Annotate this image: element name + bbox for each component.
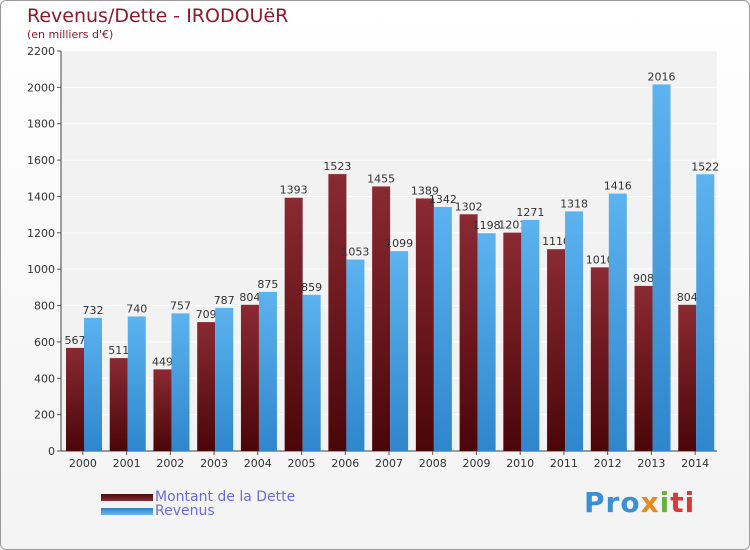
y-tick-label: 1400 xyxy=(27,190,55,203)
x-tick-label: 2003 xyxy=(200,457,228,470)
y-tick-label: 400 xyxy=(34,372,55,385)
x-tick-label: 2012 xyxy=(594,457,622,470)
bar-revenus xyxy=(477,233,496,451)
legend-item-revenus: Revenus xyxy=(101,503,215,519)
y-tick-label: 600 xyxy=(34,336,55,349)
data-label-revenus: 1099 xyxy=(385,237,413,250)
y-tick-label: 2000 xyxy=(27,81,55,94)
data-label-dette: 1010 xyxy=(586,253,614,266)
bar-revenus xyxy=(565,211,584,451)
bar-revenus xyxy=(127,316,146,451)
x-tick-label: 2006 xyxy=(331,457,359,470)
data-label-dette: 804 xyxy=(677,291,698,304)
data-label-revenus: 1053 xyxy=(341,246,369,259)
bar-revenus xyxy=(696,174,715,452)
x-tick-label: 2014 xyxy=(681,457,709,470)
y-tick-label: 1600 xyxy=(27,154,55,167)
data-label-dette: 1523 xyxy=(323,160,351,173)
data-label-revenus: 2016 xyxy=(648,70,676,83)
chart-subtitle: (en milliers d'€) xyxy=(27,28,114,41)
bar-dette xyxy=(459,214,478,451)
y-tick-label: 0 xyxy=(48,445,55,458)
data-label-revenus: 1318 xyxy=(560,197,588,210)
legend-label-revenus: Revenus xyxy=(155,503,215,519)
bar-dette xyxy=(284,197,303,451)
bar-dette xyxy=(415,198,434,451)
chart-title: Revenus/Dette - IRODOUëR xyxy=(27,5,289,27)
bar-dette xyxy=(109,358,128,451)
bar-revenus xyxy=(215,307,234,451)
y-tick-label: 1200 xyxy=(27,227,55,240)
bar-revenus xyxy=(346,259,365,451)
data-label-revenus: 1198 xyxy=(473,219,501,232)
y-tick-label: 1000 xyxy=(27,263,55,276)
x-tick-label: 2001 xyxy=(113,457,141,470)
data-label-dette: 709 xyxy=(196,308,217,321)
data-label-dette: 1389 xyxy=(411,184,439,197)
data-label-revenus: 859 xyxy=(301,281,322,294)
x-tick-label: 2008 xyxy=(419,457,447,470)
legend-label-dette: Montant de la Dette xyxy=(155,489,296,505)
data-label-dette: 1393 xyxy=(280,184,308,197)
data-label-revenus: 787 xyxy=(214,294,235,307)
x-tick-label: 2009 xyxy=(462,457,490,470)
bar-revenus xyxy=(608,193,627,451)
x-tick-label: 2005 xyxy=(288,457,316,470)
data-label-revenus: 875 xyxy=(257,278,278,291)
bar-dette xyxy=(503,232,522,451)
x-tick-label: 2004 xyxy=(244,457,272,470)
bar-dette xyxy=(547,249,566,451)
bar-dette xyxy=(197,322,216,451)
data-label-dette: 449 xyxy=(152,355,173,368)
data-label-revenus: 1271 xyxy=(516,206,544,219)
legend-item-dette: Montant de la Dette xyxy=(101,489,296,505)
y-tick-label: 200 xyxy=(34,409,55,422)
bar-revenus xyxy=(652,84,671,452)
data-label-revenus: 757 xyxy=(170,299,191,312)
data-label-dette: 1201 xyxy=(498,219,526,232)
data-label-dette: 1302 xyxy=(455,200,483,213)
bar-revenus xyxy=(302,294,321,451)
y-tick-label: 1800 xyxy=(27,118,55,131)
data-label-dette: 511 xyxy=(108,344,129,357)
bar-dette xyxy=(678,304,697,451)
x-tick-label: 2000 xyxy=(69,457,97,470)
legend-swatch-dette xyxy=(101,493,153,501)
bar-revenus xyxy=(258,291,277,451)
bar-dette xyxy=(634,285,653,451)
data-label-revenus: 1342 xyxy=(429,193,457,206)
bar-dette xyxy=(590,267,609,451)
x-tick-label: 2011 xyxy=(550,457,578,470)
bar-dette xyxy=(66,347,84,451)
y-tick-label: 800 xyxy=(34,300,55,313)
bar-dette xyxy=(153,369,172,451)
data-label-dette: 804 xyxy=(239,291,260,304)
legend-swatch-revenus xyxy=(101,507,153,515)
bar-revenus xyxy=(171,313,190,451)
data-label-revenus: 1416 xyxy=(604,180,632,193)
data-label-dette: 1455 xyxy=(367,172,395,185)
x-tick-label: 2002 xyxy=(156,457,184,470)
data-label-revenus: 732 xyxy=(83,304,104,317)
bar-revenus xyxy=(84,317,102,451)
bar-dette xyxy=(372,186,391,452)
x-tick-label: 2007 xyxy=(375,457,403,470)
y-tick-label: 2200 xyxy=(27,45,55,58)
x-tick-label: 2010 xyxy=(506,457,534,470)
bar-revenus xyxy=(521,219,540,451)
data-label-revenus: 1522 xyxy=(691,160,719,173)
data-label-dette: 908 xyxy=(633,272,654,285)
data-label-dette: 1110 xyxy=(542,235,570,248)
bar-dette xyxy=(328,174,347,451)
bar-revenus xyxy=(433,207,452,451)
proxiti-logo: Proxiti xyxy=(584,486,696,519)
data-label-dette: 567 xyxy=(65,334,86,347)
x-tick-label: 2013 xyxy=(637,457,665,470)
data-label-revenus: 740 xyxy=(126,302,147,315)
bar-dette xyxy=(240,304,259,451)
bar-revenus xyxy=(390,251,409,451)
